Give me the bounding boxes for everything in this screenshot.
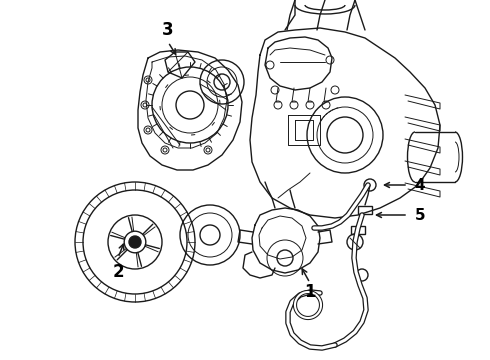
Circle shape — [129, 236, 141, 248]
Bar — [351, 226, 365, 234]
Text: 4: 4 — [415, 177, 425, 193]
Text: 2: 2 — [112, 263, 124, 281]
Text: 5: 5 — [415, 207, 425, 222]
Text: 1: 1 — [304, 283, 316, 301]
Text: 3: 3 — [162, 21, 174, 39]
Bar — [358, 206, 372, 214]
